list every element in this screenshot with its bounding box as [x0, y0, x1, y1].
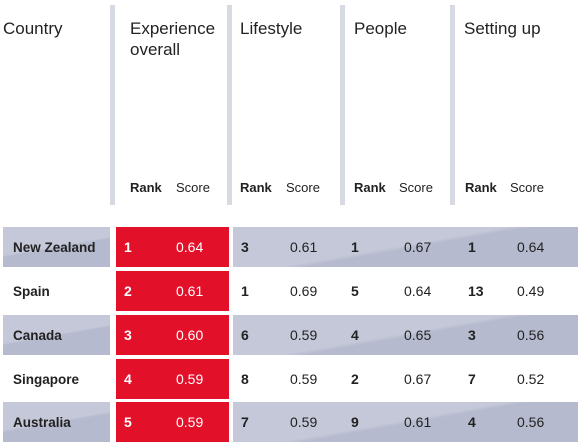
table-row: Australia 5 0.59 7 0.59 9 0.61 4 0.56 — [0, 401, 580, 443]
header-experience-overall: Experience overall — [130, 18, 215, 60]
column-separator — [227, 5, 232, 205]
people-rank: 1 — [351, 239, 359, 255]
lifestyle-rank: 6 — [241, 327, 249, 343]
overall-rank: 3 — [124, 327, 132, 343]
header-experience-line1: Experience — [130, 19, 216, 38]
lifestyle-rank: 3 — [241, 239, 249, 255]
setup-score: 0.56 — [517, 414, 545, 430]
lifestyle-score: 0.61 — [290, 239, 318, 255]
country-cell: Singapore — [3, 359, 110, 399]
overall-rank: 4 — [124, 371, 132, 387]
lifestyle-rank: 1 — [241, 283, 249, 299]
overall-rank: 2 — [124, 283, 132, 299]
table-row: Canada 3 0.60 6 0.59 4 0.65 3 0.56 — [0, 314, 580, 356]
setup-rank: 4 — [468, 414, 476, 430]
lifestyle-score: 0.69 — [290, 283, 318, 299]
country-cell: Canada — [3, 315, 110, 355]
column-separator — [450, 5, 455, 205]
subheader-rank: Rank — [130, 180, 162, 195]
column-separator — [340, 5, 345, 205]
overall-score: 0.59 — [176, 414, 204, 430]
setup-rank: 7 — [468, 371, 476, 387]
column-separator — [110, 5, 115, 205]
people-score: 0.61 — [404, 414, 432, 430]
header-people: People — [354, 19, 407, 38]
overall-score: 0.60 — [176, 327, 204, 343]
setup-rank: 1 — [468, 239, 476, 255]
lifestyle-rank: 7 — [241, 414, 249, 430]
overall-cell: 4 0.59 — [116, 359, 229, 399]
overall-rank: 1 — [124, 239, 132, 255]
header-setting-up: Setting up — [464, 19, 541, 38]
setup-rank: 3 — [468, 327, 476, 343]
overall-rank: 5 — [124, 414, 132, 430]
table-row: Spain 2 0.61 1 0.69 5 0.64 13 0.49 — [0, 270, 580, 312]
subheader-score: Score — [176, 180, 210, 195]
setup-rank: 13 — [468, 283, 484, 299]
lifestyle-score: 0.59 — [290, 371, 318, 387]
lifestyle-score: 0.59 — [290, 414, 318, 430]
scores-cell: 7 0.59 9 0.61 4 0.56 — [233, 402, 578, 442]
overall-cell: 3 0.60 — [116, 315, 229, 355]
table-row: New Zealand 1 0.64 3 0.61 1 0.67 1 0.64 — [0, 226, 580, 268]
scores-cell: 3 0.61 1 0.67 1 0.64 — [233, 227, 578, 267]
setup-score: 0.49 — [517, 283, 545, 299]
people-score: 0.67 — [404, 371, 432, 387]
people-score: 0.65 — [404, 327, 432, 343]
scores-cell: 1 0.69 5 0.64 13 0.49 — [233, 271, 578, 311]
subheader-score: Score — [399, 180, 433, 195]
scores-cell: 8 0.59 2 0.67 7 0.52 — [233, 359, 578, 399]
overall-score: 0.59 — [176, 371, 204, 387]
country-cell: Australia — [3, 402, 110, 442]
people-rank: 4 — [351, 327, 359, 343]
overall-cell: 2 0.61 — [116, 271, 229, 311]
subheader-rank: Rank — [465, 180, 497, 195]
country-cell: New Zealand — [3, 227, 110, 267]
subheader-rank: Rank — [240, 180, 272, 195]
overall-score: 0.61 — [176, 283, 204, 299]
header-country: Country — [3, 19, 63, 38]
people-rank: 5 — [351, 283, 359, 299]
subheader-score: Score — [510, 180, 544, 195]
country-cell: Spain — [3, 271, 110, 311]
scores-cell: 6 0.59 4 0.65 3 0.56 — [233, 315, 578, 355]
overall-score: 0.64 — [176, 239, 204, 255]
overall-cell: 5 0.59 — [116, 402, 229, 442]
subheader-score: Score — [286, 180, 320, 195]
setup-score: 0.64 — [517, 239, 545, 255]
people-rank: 2 — [351, 371, 359, 387]
lifestyle-score: 0.59 — [290, 327, 318, 343]
table-row: Singapore 4 0.59 8 0.59 2 0.67 7 0.52 — [0, 358, 580, 400]
header-experience-line2: overall — [130, 40, 181, 59]
subheader-rank: Rank — [354, 180, 386, 195]
lifestyle-rank: 8 — [241, 371, 249, 387]
header-lifestyle: Lifestyle — [240, 19, 303, 38]
setup-score: 0.52 — [517, 371, 545, 387]
overall-cell: 1 0.64 — [116, 227, 229, 267]
people-score: 0.64 — [404, 283, 432, 299]
setup-score: 0.56 — [517, 327, 545, 343]
people-rank: 9 — [351, 414, 359, 430]
people-score: 0.67 — [404, 239, 432, 255]
